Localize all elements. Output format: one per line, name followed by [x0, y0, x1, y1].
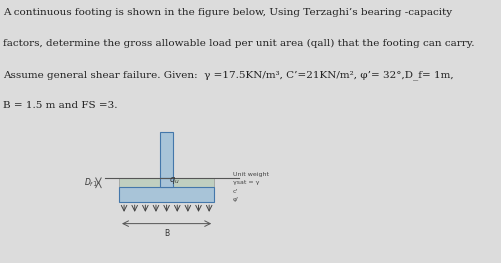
Text: B: B: [164, 229, 169, 238]
Text: c': c': [232, 189, 238, 194]
Bar: [160, 132, 173, 178]
Bar: [119, 187, 214, 202]
Text: γsat = γ: γsat = γ: [232, 180, 259, 185]
Text: 1: 1: [92, 181, 96, 187]
Text: $q_u$: $q_u$: [169, 175, 179, 186]
Text: Unit weight: Unit weight: [232, 172, 269, 177]
Text: φ': φ': [232, 197, 239, 202]
Text: $D_f$: $D_f$: [84, 176, 94, 189]
Text: A continuous footing is shown in the figure below, Using Terzaghi’s bearing -cap: A continuous footing is shown in the fig…: [4, 8, 452, 17]
Bar: [119, 178, 214, 187]
Text: B = 1.5 m and FS =3.: B = 1.5 m and FS =3.: [4, 101, 118, 110]
Bar: [160, 178, 173, 187]
Text: Assume general shear failure. Given:  γ =17.5KN/m³, C’=21KN/m², φ’= 32°,D_f= 1m,: Assume general shear failure. Given: γ =…: [4, 70, 454, 80]
Text: factors, determine the gross allowable load per unit area (qall) that the footin: factors, determine the gross allowable l…: [4, 39, 475, 48]
